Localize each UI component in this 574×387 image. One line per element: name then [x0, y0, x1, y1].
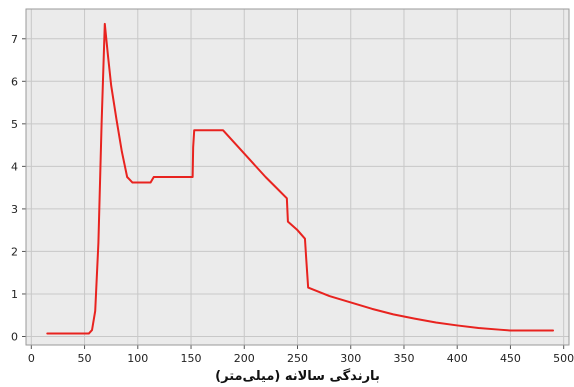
y-tick-label: 5	[11, 118, 18, 131]
x-tick-label: 400	[447, 352, 468, 365]
x-tick-label: 300	[340, 352, 361, 365]
x-tick-label: 500	[553, 352, 574, 365]
x-tick-label: 0	[28, 352, 35, 365]
x-axis: 0 50 100 150 200 250 300 350 400 450 500	[28, 345, 574, 365]
grid	[26, 9, 569, 345]
y-axis: 0 1 2 3 4 5 6 7	[11, 33, 26, 343]
y-tick-label: 7	[11, 33, 18, 46]
y-tick-label: 6	[11, 75, 18, 88]
x-tick-label: 150	[181, 352, 202, 365]
x-tick-label: 350	[393, 352, 414, 365]
x-axis-title: بارندگی سالانه (میلی‌متر)	[215, 368, 380, 384]
x-tick-label: 100	[127, 352, 148, 365]
y-tick-label: 1	[11, 288, 18, 301]
y-tick-label: 3	[11, 203, 18, 216]
y-tick-label: 4	[11, 160, 18, 173]
plot-frame	[25, 8, 570, 346]
x-tick-label: 450	[500, 352, 521, 365]
x-tick-label: 250	[287, 352, 308, 365]
x-tick-label: 50	[78, 352, 92, 365]
series-line	[46, 22, 555, 335]
y-tick-label: 2	[11, 245, 18, 258]
x-tick-label: 200	[234, 352, 255, 365]
y-tick-label: 0	[11, 330, 18, 343]
